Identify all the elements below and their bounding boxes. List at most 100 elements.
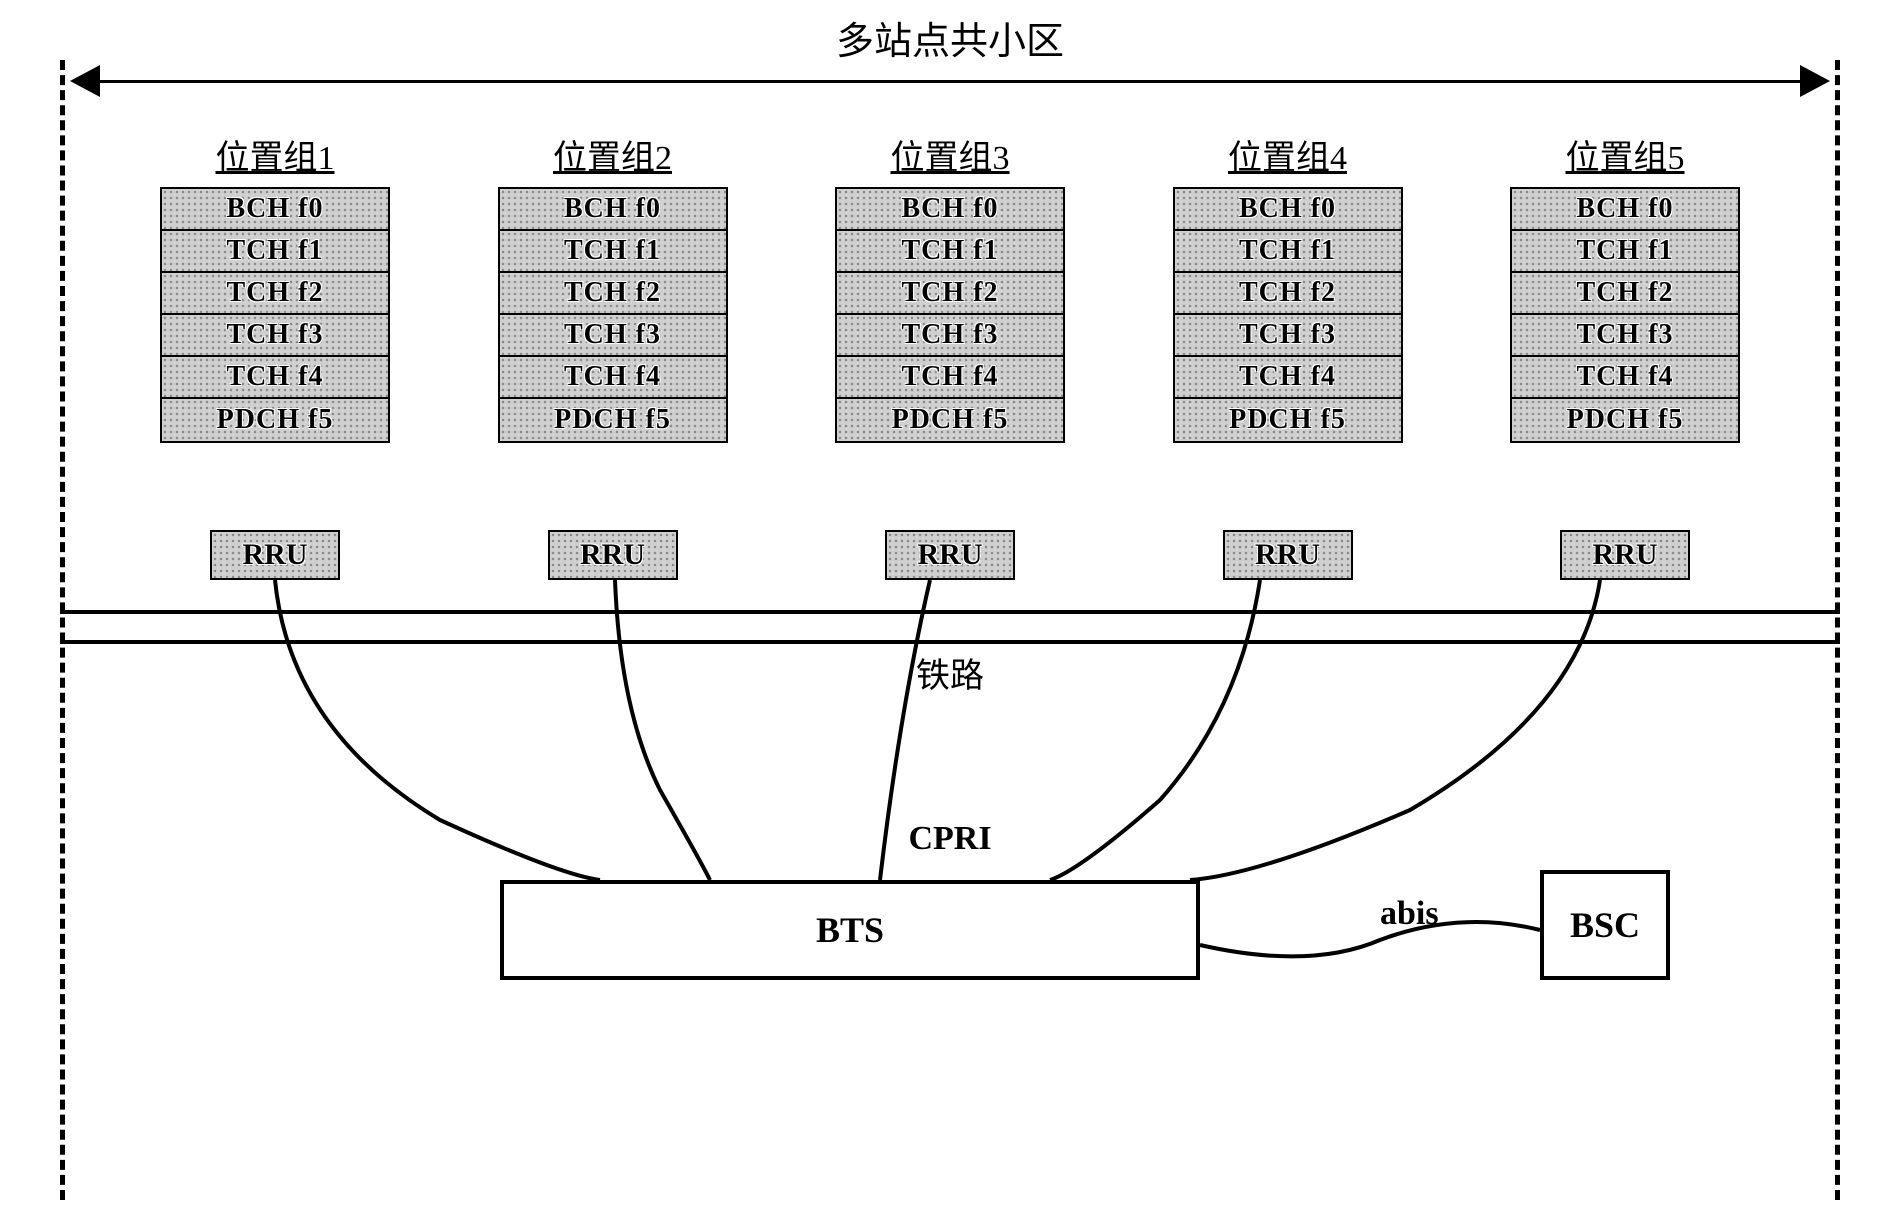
channel-cell: TCH f1 xyxy=(837,231,1063,273)
channel-cell: TCH f1 xyxy=(1512,231,1738,273)
channel-cell: PDCH f5 xyxy=(837,399,1063,441)
location-group: 位置组4 BCH f0 TCH f1 TCH f2 TCH f3 TCH f4PDCH f… xyxy=(1173,130,1403,443)
range-line xyxy=(98,80,1802,83)
channel-cell: TCH f2 xyxy=(1512,273,1738,315)
group-label: 位置组4 xyxy=(1173,130,1403,179)
channel-cell: TCH f4 xyxy=(162,357,388,399)
channel-cell: TCH f3 xyxy=(1175,315,1401,357)
location-group: 位置组2 BCH f0 TCH f1 TCH f2 TCH f3 TCH f4 PDCH f… xyxy=(498,130,728,443)
channel-cell: TCH f1 xyxy=(162,231,388,273)
boundary-right xyxy=(1835,60,1840,1200)
channel-cell: TCH f2 xyxy=(162,273,388,315)
location-groups: 位置组1BCH f0TCH f1TCH f2TCH f3TCH f4PDCH f… xyxy=(160,130,1740,443)
channel-cell: BCH f0 xyxy=(1175,189,1401,231)
railway-line-top xyxy=(60,610,1840,614)
channel-text: TCH f2 xyxy=(902,277,999,309)
channel-text: BCH f0 xyxy=(1239,193,1336,225)
rru-label: RRU xyxy=(243,538,308,572)
channel-text: TCH f4 xyxy=(902,361,999,393)
channel-text: TCH f1 xyxy=(227,235,324,267)
channel-stack: BCH f0TCH f1TCH f2TCH f3TCH f4PDCH f5 xyxy=(1510,187,1740,443)
channel-cell: BCH f0 xyxy=(500,189,726,231)
channel-text: TCH f3 xyxy=(902,319,999,351)
channel-cell: TCH f4 xyxy=(837,357,1063,399)
channel-text: TCH f2 xyxy=(1239,277,1336,309)
channel-cell: TCH f4 xyxy=(1175,357,1401,399)
channel-text: PDCH f5 xyxy=(217,404,334,436)
channel-cell: TCH f3 xyxy=(162,315,388,357)
rru-row: RRU RRU RRU RRU RRU xyxy=(160,530,1740,580)
rru-slot: RRU xyxy=(160,530,390,580)
channel-stack: BCH f0 TCH f1 TCH f2 TCH f3 TCH f4 PDCH f5 xyxy=(835,187,1065,443)
boundary-left xyxy=(60,60,65,1200)
rru-box: RRU xyxy=(885,530,1015,580)
channel-cell: PDCH f5 xyxy=(1175,399,1401,441)
group-label: 位置组3 xyxy=(835,130,1065,179)
channel-text: TCH f1 xyxy=(902,235,999,267)
channel-text: BCH f0 xyxy=(227,193,324,225)
channel-stack: BCH f0 TCH f1 TCH f2 TCH f3 TCH f4 PDCH f5 xyxy=(160,187,390,443)
bts-bsc-link xyxy=(1200,922,1540,956)
rru-box: RRU xyxy=(1223,530,1353,580)
location-group: 位置组1 BCH f0 TCH f1 TCH f2 TCH f3 TCH f4 PDCH f… xyxy=(160,130,390,443)
diagram-root: 多站点共小区 位置组1 BCH f0 TCH f1 TCH f2 TCH f3 TCH f… xyxy=(60,10,1840,1200)
channel-text: PDCH f5 xyxy=(892,404,1009,436)
channel-cell: BCH f0 xyxy=(837,189,1063,231)
range-arrow-right-icon xyxy=(1800,65,1830,97)
rru-bts-link xyxy=(275,580,600,880)
channel-cell: TCH f1 xyxy=(1175,231,1401,273)
rru-box: RRU xyxy=(1560,530,1690,580)
railway-line-bottom xyxy=(60,640,1840,644)
rru-bts-link xyxy=(1190,580,1600,880)
location-group: 位置组3 BCH f0 TCH f1 TCH f2 TCH f3 TCH f4 PDCH f… xyxy=(835,130,1065,443)
channel-cell: TCH f4 xyxy=(500,357,726,399)
bsc-box: BSC xyxy=(1540,870,1670,980)
channel-text: PDCH f5 xyxy=(1567,404,1684,436)
channel-stack: BCH f0 TCH f1 TCH f2 TCH f3 TCH f4 PDCH f5 xyxy=(498,187,728,443)
channel-text: TCH f4 xyxy=(227,361,324,393)
channel-cell: TCH f3 xyxy=(837,315,1063,357)
channel-text: TCH f2 xyxy=(1577,277,1674,309)
channel-text: TCH f3 xyxy=(1577,319,1674,351)
channel-text: TCH f1 xyxy=(1239,235,1336,267)
rru-label: RRU xyxy=(918,538,983,572)
channel-text: PDCH f5 xyxy=(554,404,671,436)
channel-cell: PDCH f5 xyxy=(500,399,726,441)
diagram-title: 多站点共小区 xyxy=(836,10,1064,65)
abis-label: abis xyxy=(1380,895,1439,933)
channel-cell: TCH f1 xyxy=(500,231,726,273)
group-label: 位置组5 xyxy=(1510,130,1740,179)
bts-box: BTS xyxy=(500,880,1200,980)
rru-slot: RRU xyxy=(498,530,728,580)
rru-slot: RRU xyxy=(835,530,1065,580)
group-label: 位置组1 xyxy=(160,130,390,179)
channel-text: TCH f3 xyxy=(564,319,661,351)
channel-cell: PDCH f5 xyxy=(162,399,388,441)
channel-text: TCH f1 xyxy=(564,235,661,267)
channel-text: TCH f2 xyxy=(564,277,661,309)
bsc-label: BSC xyxy=(1570,904,1640,946)
range-arrow-left-icon xyxy=(70,65,100,97)
channel-text: TCH f2 xyxy=(227,277,324,309)
channel-cell: BCH f0 xyxy=(1512,189,1738,231)
location-group: 位置组5BCH f0TCH f1TCH f2TCH f3TCH f4PDCH f… xyxy=(1510,130,1740,443)
channel-cell: PDCH f5 xyxy=(1512,399,1738,441)
channel-text: BCH f0 xyxy=(564,193,661,225)
channel-text: BCH f0 xyxy=(1577,193,1674,225)
channel-cell: TCH f2 xyxy=(500,273,726,315)
railway-label: 铁路 xyxy=(916,648,984,697)
channel-text: BCH f0 xyxy=(902,193,999,225)
bts-label: BTS xyxy=(816,909,884,951)
cpri-label: CPRI xyxy=(908,820,991,858)
rru-box: RRU xyxy=(210,530,340,580)
channel-text: TCH f1 xyxy=(1577,235,1674,267)
group-label: 位置组2 xyxy=(498,130,728,179)
channel-cell: BCH f0 xyxy=(162,189,388,231)
rru-label: RRU xyxy=(580,538,645,572)
rru-box: RRU xyxy=(548,530,678,580)
rru-label: RRU xyxy=(1255,538,1320,572)
channel-cell: TCH f2 xyxy=(1175,273,1401,315)
channel-cell: TCH f3 xyxy=(1512,315,1738,357)
channel-text: TCH f3 xyxy=(1239,319,1336,351)
channel-stack: BCH f0 TCH f1 TCH f2 TCH f3 TCH f4PDCH f5 xyxy=(1173,187,1403,443)
